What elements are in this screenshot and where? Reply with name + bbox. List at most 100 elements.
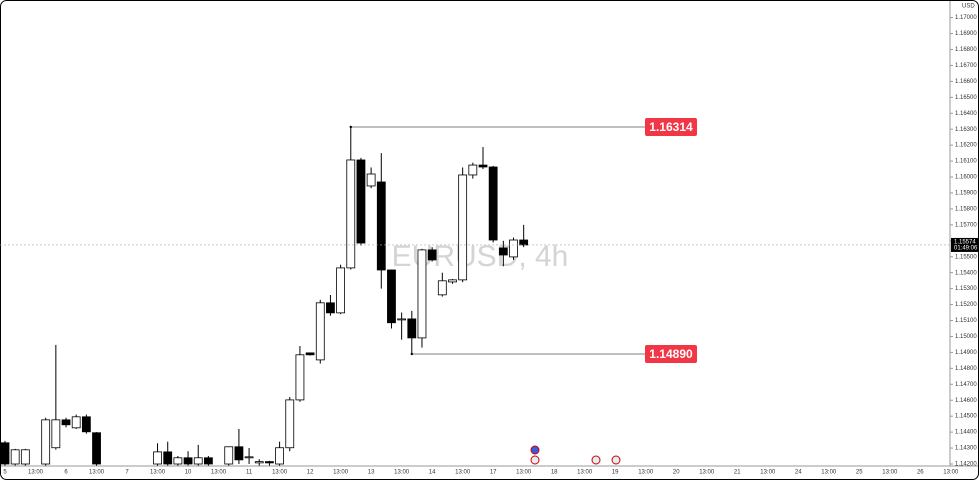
x-tick-label: 13:00 (699, 470, 715, 476)
x-tick-label: 5 (3, 470, 7, 476)
x-tick-label: 7 (125, 470, 129, 476)
y-tick-label: 1.15900 (955, 191, 977, 197)
y-tick-label: 1.16000 (955, 175, 977, 181)
candle-body (203, 457, 213, 465)
x-tick-label: 19 (612, 470, 619, 476)
candle-body (417, 249, 427, 339)
candle-body (326, 302, 335, 314)
candle-body (468, 164, 478, 176)
candle-body (0, 442, 10, 465)
candle-body (234, 446, 244, 461)
last-price-box (951, 237, 978, 252)
candle-body (305, 352, 315, 356)
x-tick-label: 17 (490, 470, 497, 476)
candle-body (41, 419, 51, 465)
x-tick-label: 13 (368, 470, 375, 476)
x-tick-label: 14 (429, 470, 436, 476)
candle-body (285, 399, 295, 449)
candle-body (407, 318, 417, 339)
candle-body (244, 456, 254, 459)
candles (0, 126, 529, 466)
y-tick-label: 1.15700 (955, 222, 977, 228)
candle-body (376, 181, 386, 271)
y-tick-label: 1.16600 (955, 79, 977, 85)
x-tick-label: 10 (185, 470, 192, 476)
level-box (645, 117, 697, 136)
y-tick-label: 1.14800 (955, 366, 977, 372)
candle-body (488, 166, 498, 241)
candle-body (81, 416, 91, 433)
candle-body (427, 249, 437, 261)
candle-body (193, 457, 203, 465)
y-tick-label: 1.15300 (955, 286, 977, 292)
y-tick-label: 1.15500 (955, 254, 977, 260)
y-tick-label: 1.15200 (955, 302, 977, 308)
candle-body (265, 461, 274, 464)
x-tick-label: 11 (246, 470, 253, 476)
event-icon (611, 455, 621, 465)
y-tick-label: 1.15400 (955, 270, 977, 276)
x-tick-label: 13:00 (333, 470, 349, 476)
y-tick-label: 1.15000 (955, 334, 977, 340)
x-tick-label: 18 (551, 470, 558, 476)
level-label: 1.14890 (649, 347, 693, 361)
y-tick-label: 1.16400 (955, 111, 977, 117)
event-icon (530, 445, 540, 455)
candle-body (183, 457, 193, 465)
event-icon (530, 455, 540, 465)
candle-body (509, 239, 518, 258)
y-tick-label: 1.16900 (955, 31, 977, 37)
x-tick-label: 20 (673, 470, 680, 476)
x-tick-label: 13:00 (28, 470, 44, 476)
candle-body (437, 280, 447, 296)
level-label: 1.16314 (649, 120, 693, 134)
candle-body (315, 302, 325, 361)
currency-label: USD (962, 4, 975, 10)
candle-body (275, 447, 284, 465)
candle-body (346, 159, 356, 269)
x-tick-label: 13:00 (943, 470, 959, 476)
x-tick-label: 24 (795, 470, 802, 476)
y-tick-label: 1.14200 (955, 462, 977, 468)
candle-body (295, 354, 305, 401)
level-dot (349, 125, 352, 129)
x-tick-label: 12 (307, 470, 314, 476)
candle-body (356, 159, 366, 244)
y-tick-label: 1.17000 (955, 15, 977, 21)
x-tick-label: 13:00 (760, 470, 776, 476)
level-box (645, 344, 697, 363)
candle-body (519, 239, 529, 246)
x-tick-label: 6 (64, 470, 68, 476)
candle-body (163, 451, 173, 465)
y-tick-label: 1.14900 (955, 350, 977, 356)
y-tick-label: 1.16500 (955, 95, 977, 101)
candle-body (254, 461, 264, 464)
x-tick-label: 13:00 (638, 470, 654, 476)
x-tick-label: 13:00 (455, 470, 471, 476)
candle-body (397, 318, 407, 321)
y-tick-label: 1.14400 (955, 430, 977, 436)
x-tick-label: 13:00 (882, 470, 898, 476)
x-tick-label: 25 (856, 470, 863, 476)
candle-body (153, 451, 162, 465)
x-tick-label: 13:00 (272, 470, 288, 476)
last-price-label: 1.15574 (954, 240, 976, 246)
candle-body (10, 449, 20, 465)
candle-body (92, 432, 101, 465)
candle-body (336, 267, 346, 314)
x-tick-label: 13:00 (577, 470, 593, 476)
x-tick-label: 13:00 (89, 470, 105, 476)
candle-body (498, 247, 508, 256)
event-icons (530, 445, 621, 465)
candle-body (71, 416, 81, 429)
y-tick-label: 1.16700 (955, 63, 977, 69)
level-dot (410, 352, 413, 356)
y-tick-label: 1.14600 (955, 398, 977, 404)
x-tick-label: 13:00 (821, 470, 837, 476)
candle-body (20, 449, 30, 465)
y-tick-label: 1.15100 (955, 318, 977, 324)
candle-body (224, 446, 234, 465)
y-tick-label: 1.16100 (955, 159, 977, 165)
y-tick-label: 1.16800 (955, 47, 977, 53)
